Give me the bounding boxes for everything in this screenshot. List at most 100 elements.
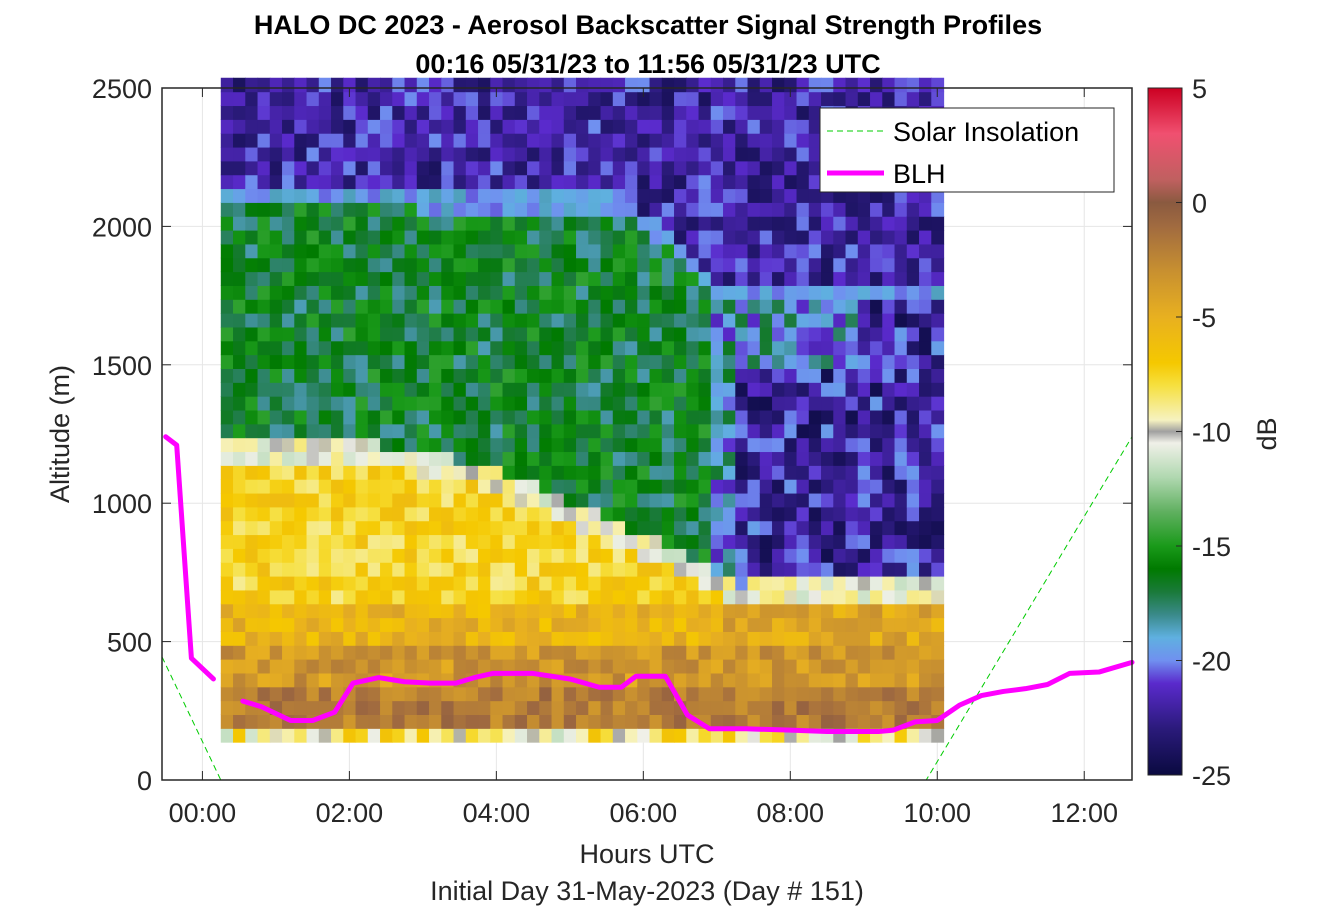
heatmap-cell [784,299,798,314]
heatmap-cell [870,492,883,508]
heatmap-cell [245,492,259,508]
heatmap-cell [355,299,369,314]
heatmap-cell [821,659,834,674]
heatmap-cell [821,396,834,411]
heatmap-cell [269,714,283,729]
heatmap-cell [796,479,810,494]
heatmap-cell [551,105,565,120]
heatmap-cell [318,285,332,300]
heatmap-cell [404,119,418,134]
heatmap-cell [698,271,712,286]
colorbar-tick-label: -20 [1192,647,1231,677]
heatmap-cell [269,728,283,743]
heatmap-cell [576,631,589,646]
heatmap-cell [478,229,491,245]
heatmap-cell [747,285,761,300]
heatmap-cell [318,396,332,411]
heatmap-cell [600,631,614,646]
heatmap-cell [233,243,246,259]
heatmap-cell [465,243,479,259]
x-tick-label: 06:00 [610,798,678,828]
heatmap-cell [392,243,406,259]
heatmap-cell [637,631,651,646]
heatmap-cell [416,354,430,369]
heatmap-cell [784,700,798,715]
heatmap-cell [502,354,516,369]
heatmap-cell [625,243,638,259]
heatmap-cell [906,91,920,107]
heatmap-cell [465,589,479,605]
heatmap-cell [784,188,798,203]
heatmap-cell [808,686,822,702]
heatmap-cell [686,368,700,383]
heatmap-cell [478,562,491,577]
heatmap-cell [416,548,430,563]
heatmap-cell [367,77,381,93]
heatmap-cell [576,299,589,314]
heatmap-cell [269,437,283,453]
heatmap-cell [723,589,736,605]
heatmap-cell [772,202,785,217]
heatmap-cell [833,313,847,328]
heatmap-cell [490,174,504,190]
colorbar-tick-label: -15 [1192,532,1231,562]
heatmap-cell [306,409,320,425]
heatmap-cell [502,368,516,383]
heatmap-cell [220,492,234,508]
heatmap-cell [919,506,932,522]
heatmap-cell [698,299,712,314]
heatmap-cell [588,409,602,425]
heatmap-cell [404,589,418,605]
heatmap-cell [294,479,308,494]
heatmap-cell [759,257,773,273]
heatmap-cell [490,91,504,107]
heatmap-cell [882,216,896,231]
heatmap-cell [821,506,834,522]
heatmap-cell [772,119,785,134]
heatmap-cell [772,396,785,411]
heatmap-cell [233,686,246,702]
heatmap-cell [796,340,810,356]
heatmap-cell [514,465,528,480]
heatmap-cell [600,229,614,245]
heatmap-cell [392,548,406,563]
heatmap-cell [612,146,626,162]
heatmap-cell [294,506,308,522]
heatmap-cell [416,368,430,383]
heatmap-cell [686,659,700,674]
heatmap-cell [269,285,283,300]
heatmap-cell [478,202,491,217]
heatmap-cell [306,105,320,120]
heatmap-cell [870,534,883,549]
heatmap-cell [919,271,932,286]
heatmap-cell [416,188,430,203]
legend-blh-label: BLH [893,159,946,189]
heatmap-cell [931,229,945,245]
heatmap-cell [857,326,871,342]
heatmap-cell [514,396,528,411]
heatmap-cell [355,423,369,439]
heatmap-cell [429,617,442,632]
heatmap-cell [698,465,712,480]
heatmap-cell [502,603,516,619]
heatmap-cell [233,728,246,743]
heatmap-cell [882,437,896,453]
heatmap-cell [637,686,651,702]
heatmap-cell [784,589,798,605]
heatmap-cell [894,382,908,397]
heatmap-cell [710,672,724,688]
heatmap-cell [674,575,687,591]
heatmap-cell [919,728,932,743]
heatmap-cell [478,77,491,93]
heatmap-cell [563,492,577,508]
heatmap-cell [380,686,393,702]
heatmap-cell [392,119,406,134]
heatmap-cell [257,409,271,425]
heatmap-cell [539,174,553,190]
heatmap-cell [600,659,614,674]
heatmap-cell [821,548,834,563]
heatmap-cell [919,700,932,715]
heatmap-cell [416,479,430,494]
heatmap-cell [220,465,234,480]
heatmap-cell [465,520,479,536]
